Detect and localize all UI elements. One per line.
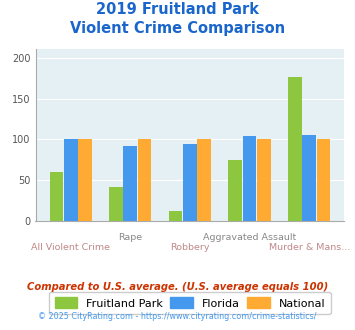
Text: All Violent Crime: All Violent Crime	[31, 243, 110, 251]
Bar	[50, 172, 63, 221]
Bar	[124, 146, 137, 221]
Bar	[197, 139, 211, 221]
Bar	[228, 160, 242, 221]
Text: Aggravated Assault: Aggravated Assault	[203, 233, 296, 242]
Bar	[138, 139, 152, 221]
Text: Murder & Mans...: Murder & Mans...	[268, 243, 350, 251]
Bar	[169, 211, 182, 221]
Bar	[183, 144, 197, 221]
Bar	[243, 136, 256, 221]
Text: Rape: Rape	[118, 233, 142, 242]
Bar	[64, 139, 77, 221]
Text: © 2025 CityRating.com - https://www.cityrating.com/crime-statistics/: © 2025 CityRating.com - https://www.city…	[38, 312, 317, 321]
Bar	[109, 187, 123, 221]
Text: Compared to U.S. average. (U.S. average equals 100): Compared to U.S. average. (U.S. average …	[27, 282, 328, 292]
Text: Robbery: Robbery	[170, 243, 210, 251]
Bar	[302, 135, 316, 221]
Legend: Fruitland Park, Florida, National: Fruitland Park, Florida, National	[49, 292, 331, 314]
Bar	[257, 139, 271, 221]
Bar	[288, 77, 302, 221]
Bar	[78, 139, 92, 221]
Bar	[317, 139, 330, 221]
Text: Violent Crime Comparison: Violent Crime Comparison	[70, 21, 285, 36]
Text: 2019 Fruitland Park: 2019 Fruitland Park	[96, 2, 259, 16]
